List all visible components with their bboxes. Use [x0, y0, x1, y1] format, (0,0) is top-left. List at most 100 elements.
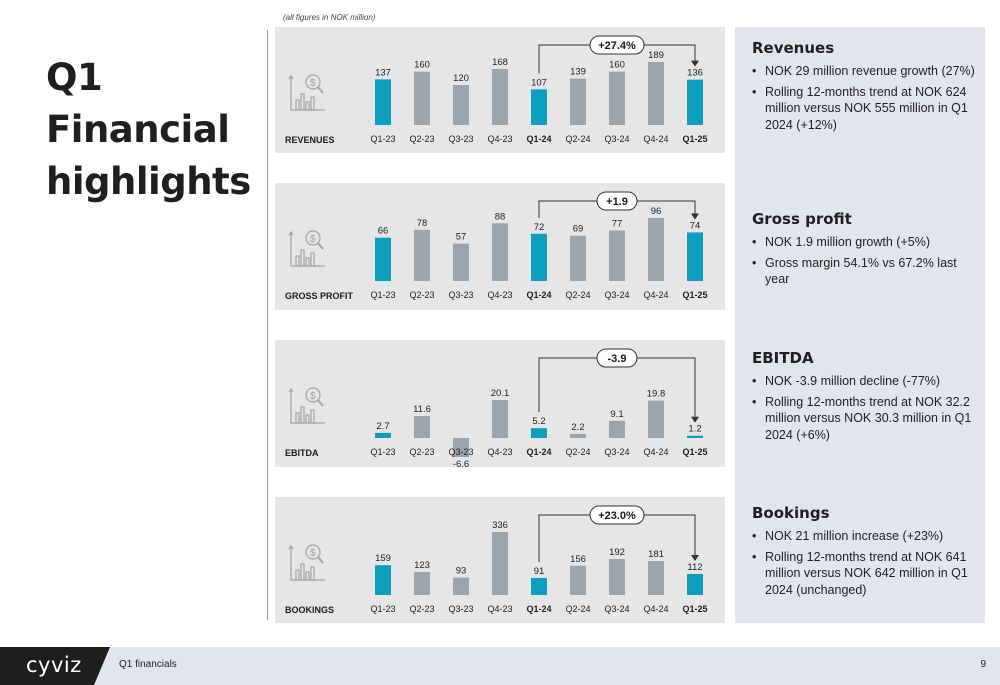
tick-label: Q2-24 — [565, 447, 590, 457]
data-label: 74 — [690, 220, 701, 231]
data-label: 192 — [609, 547, 625, 558]
bar — [531, 428, 547, 438]
tick-label: Q4-24 — [643, 134, 668, 144]
bookings-chart: $ BOOKINGS 159 Q1-23 123 Q2-23 93 Q3-23 336 Q4-23… — [285, 505, 708, 615]
footer-label: Q1 financials — [119, 659, 177, 670]
bookings-chart-panel: $ BOOKINGS 159 Q1-23 123 Q2-23 93 Q3-23 336 Q4-23… — [275, 497, 725, 623]
data-label: 11.6 — [413, 404, 431, 415]
data-label: 168 — [492, 57, 508, 68]
gross-profit-bullet: NOK 1.9 million growth (+5%) — [752, 234, 980, 251]
bar — [375, 432, 391, 438]
bar — [687, 232, 703, 281]
ebitda-heading: EBITDA — [752, 349, 814, 367]
tick-label: Q1-24 — [526, 134, 551, 144]
tick-label: Q4-24 — [643, 604, 668, 614]
data-label: 78 — [417, 218, 428, 229]
data-label: 1.2 — [688, 424, 701, 435]
chart-title: EBITDA — [285, 448, 319, 458]
gross-profit-commentary: Gross profit NOK 1.9 million growth (+5%… — [752, 210, 980, 292]
ebitda-chart: $ EBITDA 2.7 Q1-23 11.6 Q2-23 -6.6 Q3-23 20.1 Q4-… — [285, 348, 708, 467]
data-label: 69 — [573, 224, 584, 235]
data-label: 77 — [612, 218, 623, 229]
bar — [453, 577, 469, 595]
revenues-chart: $ REVENUES 137 Q1-23 160 Q2-23 120 Q3-23 168 Q4-2… — [285, 35, 708, 145]
finance-chart-icon: $ — [288, 74, 325, 111]
change-value: -3.9 — [608, 353, 627, 365]
data-label: 107 — [531, 77, 547, 88]
data-label: 88 — [495, 211, 506, 222]
chart-title: GROSS PROFIT — [285, 291, 354, 301]
bar — [453, 438, 469, 457]
revenues-commentary: Revenues NOK 29 million revenue growth (… — [752, 39, 980, 137]
tick-label: Q2-24 — [565, 604, 590, 614]
data-label: 93 — [456, 566, 467, 577]
arrow-head-icon — [691, 555, 699, 561]
tick-label: Q2-24 — [565, 290, 590, 300]
tick-label: Q4-23 — [487, 290, 512, 300]
tick-label: Q1-24 — [526, 604, 551, 614]
svg-text:$: $ — [310, 234, 316, 245]
tick-label: Q3-24 — [604, 447, 629, 457]
data-label: 19.8 — [647, 389, 666, 400]
bar — [531, 89, 547, 125]
arrow-head-icon — [691, 60, 699, 67]
tick-label: Q1-23 — [370, 134, 395, 144]
data-label: 137 — [375, 67, 391, 78]
tick-label: Q3-23 — [448, 447, 473, 457]
change-badge — [596, 348, 638, 368]
divider — [267, 30, 268, 620]
data-label: 91 — [534, 566, 545, 577]
revenues-heading: Revenues — [752, 39, 835, 57]
bar — [648, 218, 664, 281]
bar — [687, 574, 703, 595]
bar — [648, 400, 664, 438]
bar — [531, 233, 547, 281]
bar — [492, 223, 508, 281]
bar — [414, 416, 430, 438]
data-label: 156 — [570, 554, 586, 565]
change-value: +23.0% — [598, 510, 636, 522]
arrow-head-icon — [691, 416, 699, 423]
tick-label: Q2-23 — [409, 604, 434, 614]
gross-profit-chart: $ GROSS PROFIT 66 Q1-23 78 Q2-23 57 Q3-23 88 Q4-2… — [285, 191, 708, 301]
bar — [648, 62, 664, 125]
tick-label: Q1-25 — [682, 447, 707, 457]
finance-chart-icon: $ — [288, 544, 325, 581]
revenues-chart-panel: $ REVENUES 137 Q1-23 160 Q2-23 120 Q3-23 168 Q4-2… — [275, 27, 725, 153]
data-label: 160 — [609, 60, 625, 71]
tick-label: Q3-23 — [448, 290, 473, 300]
gross-profit-heading: Gross profit — [752, 210, 852, 228]
data-label: 136 — [687, 68, 703, 79]
data-label: 2.7 — [376, 421, 389, 432]
data-label: 139 — [570, 67, 586, 78]
tick-label: Q4-24 — [643, 290, 668, 300]
tick-label: Q1-25 — [682, 134, 707, 144]
bar — [609, 559, 625, 595]
tick-label: Q4-24 — [643, 447, 668, 457]
data-label: 160 — [414, 60, 430, 71]
bookings-commentary: Bookings NOK 21 million increase (+23%) … — [752, 504, 980, 602]
bar — [687, 435, 703, 438]
tick-label: Q4-23 — [487, 604, 512, 614]
ebitda-chart-panel: $ EBITDA 2.7 Q1-23 11.6 Q2-23 -6.6 Q3-23 20.1 Q4-… — [275, 340, 725, 467]
gross-profit-chart-panel: $ GROSS PROFIT 66 Q1-23 78 Q2-23 57 Q3-23 88 Q4-2… — [275, 183, 725, 310]
bar — [648, 561, 664, 595]
bar — [609, 230, 625, 281]
change-value: +1.9 — [606, 196, 628, 208]
tick-label: Q3-23 — [448, 134, 473, 144]
ebitda-commentary: EBITDA NOK -3.9 million decline (-77%) R… — [752, 349, 980, 447]
revenues-bullet: Rolling 12-months trend at NOK 624 milli… — [752, 84, 980, 134]
bar — [414, 71, 430, 125]
bar — [609, 71, 625, 125]
revenues-bullet: NOK 29 million revenue growth (27%) — [752, 63, 980, 80]
bar — [414, 229, 430, 281]
tick-label: Q1-24 — [526, 290, 551, 300]
bar — [492, 532, 508, 595]
change-badge — [589, 505, 645, 525]
bar — [570, 433, 586, 438]
cyviz-logo: cyviz — [0, 647, 110, 685]
page-number: 9 — [980, 659, 986, 670]
data-label: 159 — [375, 553, 391, 564]
gross-profit-bullet: Gross margin 54.1% vs 67.2% last year — [752, 255, 980, 288]
data-label: 20.1 — [491, 388, 510, 399]
